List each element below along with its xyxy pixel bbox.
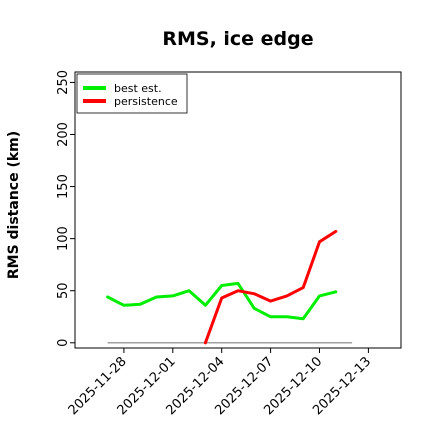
y-tick-label: 50 xyxy=(56,282,71,299)
y-tick-label: 150 xyxy=(56,174,71,199)
legend-label-persistence: persistence xyxy=(114,95,178,108)
x-axis: 2025-11-282025-12-012025-12-042025-12-07… xyxy=(66,348,374,418)
legend-label-best-est: best est. xyxy=(114,82,162,95)
chart-title: RMS, ice edge xyxy=(162,28,313,50)
legend-box xyxy=(76,73,188,114)
y-tick-label: 0 xyxy=(56,339,71,347)
y-tick-label: 250 xyxy=(56,70,71,95)
y-axis: 0 50 100 150 200 250 xyxy=(56,70,75,347)
series-line-persistence xyxy=(203,229,338,345)
legend: best est. persistence xyxy=(76,73,188,114)
y-tick-label: 100 xyxy=(56,226,71,251)
series-line-best-est xyxy=(106,281,338,321)
y-axis-label: RMS distance (km) xyxy=(6,131,22,279)
series-layer xyxy=(106,229,338,345)
plot-frame xyxy=(74,71,402,349)
plot-area: 0 50 100 150 200 250 2025-11-282025-12-012025… xyxy=(56,70,402,418)
y-tick-label: 200 xyxy=(56,122,71,147)
